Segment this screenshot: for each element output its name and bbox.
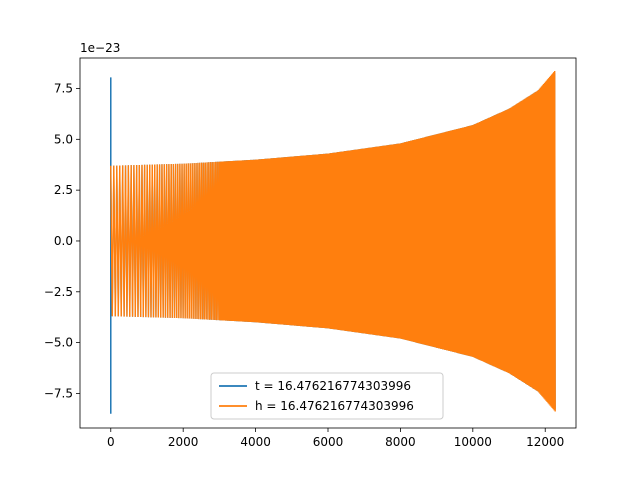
x-tick-label: 2000 (168, 435, 199, 449)
y-offset-label: 1e−23 (80, 41, 120, 55)
legend-label-2: h = 16.476216774303996 (255, 399, 414, 413)
x-tick-label: 6000 (313, 435, 344, 449)
legend-box (210, 372, 444, 420)
y-tick-label: 2.5 (54, 183, 73, 197)
y-tick-label: −5.0 (44, 336, 73, 350)
y-tick-label: 0.0 (54, 234, 73, 248)
x-tick-label: 4000 (240, 435, 271, 449)
x-tick-label: 0 (107, 435, 115, 449)
y-axis: 7.5 5.0 2.5 0.0 −2.5 −5.0 −7.5 (44, 81, 80, 400)
x-axis: 0 2000 4000 6000 8000 10000 12000 (107, 428, 564, 449)
y-tick-label: −2.5 (44, 285, 73, 299)
x-tick-label: 10000 (454, 435, 492, 449)
series-2-line (110, 70, 556, 412)
x-tick-label: 8000 (385, 435, 416, 449)
y-tick-label: 7.5 (54, 81, 73, 95)
x-tick-label: 12000 (526, 435, 564, 449)
legend-label-1: t = 16.476216774303996 (255, 379, 411, 393)
y-tick-label: −7.5 (44, 386, 73, 400)
legend: t = 16.476216774303996 h = 16.47621677430… (210, 372, 444, 420)
y-tick-label: 5.0 (54, 132, 73, 146)
series-layer (110, 70, 556, 414)
series-2 (110, 70, 556, 412)
